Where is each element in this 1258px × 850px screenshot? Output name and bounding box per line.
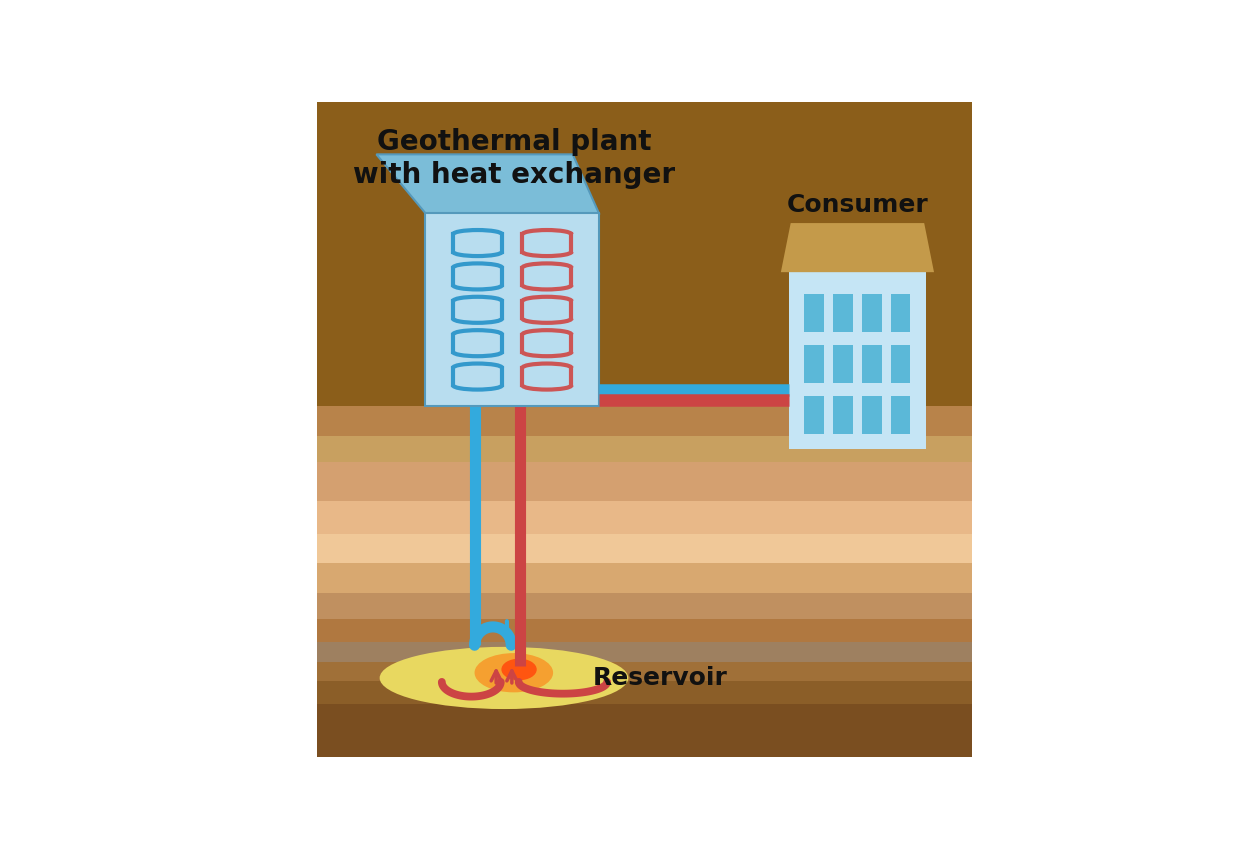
Ellipse shape [502, 659, 537, 680]
Polygon shape [862, 294, 882, 332]
Polygon shape [317, 102, 972, 406]
Polygon shape [891, 396, 911, 434]
Polygon shape [804, 294, 824, 332]
Text: Geothermal plant
with heat exchanger: Geothermal plant with heat exchanger [352, 128, 674, 189]
Polygon shape [781, 223, 933, 272]
Polygon shape [317, 534, 972, 564]
Polygon shape [789, 272, 926, 449]
Ellipse shape [474, 653, 554, 693]
Polygon shape [891, 294, 911, 332]
Polygon shape [317, 704, 972, 756]
Polygon shape [376, 155, 599, 213]
Polygon shape [833, 294, 853, 332]
Polygon shape [317, 593, 972, 619]
Polygon shape [804, 345, 824, 382]
Polygon shape [891, 345, 911, 382]
Polygon shape [317, 436, 972, 462]
Polygon shape [317, 661, 972, 681]
Polygon shape [317, 681, 972, 704]
Text: Consumer: Consumer [786, 193, 928, 217]
Polygon shape [425, 213, 599, 406]
Polygon shape [833, 396, 853, 434]
Polygon shape [317, 462, 972, 502]
Polygon shape [862, 396, 882, 434]
Polygon shape [317, 619, 972, 642]
Polygon shape [804, 396, 824, 434]
Polygon shape [317, 564, 972, 593]
Text: Reservoir: Reservoir [593, 666, 727, 690]
Polygon shape [317, 406, 972, 436]
Polygon shape [317, 642, 972, 661]
Ellipse shape [380, 647, 628, 709]
Polygon shape [317, 502, 972, 534]
Polygon shape [862, 345, 882, 382]
Polygon shape [833, 345, 853, 382]
